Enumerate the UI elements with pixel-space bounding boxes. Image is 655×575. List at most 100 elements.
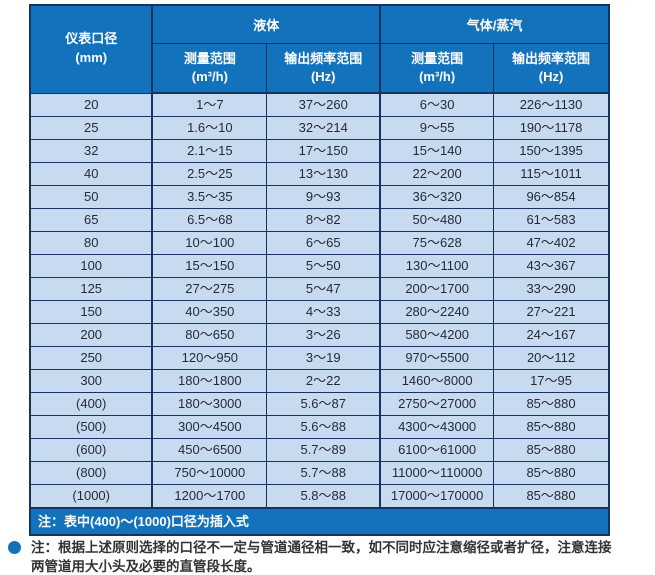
value-cell: 3～19 <box>266 346 381 370</box>
value-cell: 17～95 <box>493 369 610 393</box>
value-cell: 3.5～35 <box>151 185 268 209</box>
value-cell: 6～65 <box>266 231 381 255</box>
value-cell: 85～880 <box>493 461 610 485</box>
value-cell: 3～26 <box>266 323 381 347</box>
diameter-cell: (1000) <box>29 484 153 509</box>
table-row: 300 180～1800 2～22 1460～8000 17～95 <box>29 369 610 393</box>
value-cell: 22～200 <box>379 162 495 186</box>
value-cell: 17～150 <box>266 139 381 163</box>
table-row: 25 1.6～10 32～214 9～55 190～1178 <box>29 116 610 140</box>
diameter-cell: 100 <box>29 254 153 278</box>
diameter-cell: 25 <box>29 116 153 140</box>
table-row: 80 10～100 6～65 75～628 47～402 <box>29 231 610 255</box>
value-cell: 5～50 <box>266 254 381 278</box>
subheader-liquid-range: 测量范围 (m³/h) <box>151 42 268 94</box>
table-row: 100 15～150 5～50 130～1100 43～367 <box>29 254 610 278</box>
flow-range-table: 仪表口径 (mm) 液体 气体/蒸汽 测量范围 (m³/h) 输出频率范围 (H… <box>29 4 610 536</box>
table-footer: 注：表中(400)～(1000)口径为插入式 <box>29 507 610 536</box>
value-cell: 15～140 <box>379 139 495 163</box>
subheader-liquid-frequency: 输出频率范围 (Hz) <box>266 42 381 94</box>
table-row: (500) 300～4500 5.6～88 4300～43000 85～880 <box>29 415 610 439</box>
value-cell: 450～6500 <box>151 438 268 462</box>
subheader-unit: (Hz) <box>310 69 336 85</box>
diameter-header: 仪表口径 (mm) <box>29 4 153 94</box>
value-cell: 27～275 <box>151 277 268 301</box>
value-cell: 6.5～68 <box>151 208 268 232</box>
value-cell: 27～221 <box>493 300 610 324</box>
table-body: 20 1～7 37～260 6～30 226～1130 25 1.6～10 32～214 9～5… <box>29 92 610 509</box>
table-row: 20 1～7 37～260 6～30 226～1130 <box>29 92 610 117</box>
value-cell: 80～650 <box>151 323 268 347</box>
value-cell: 115～1011 <box>493 162 610 186</box>
value-cell: 300～4500 <box>151 415 268 439</box>
value-cell: 85～880 <box>493 415 610 439</box>
table-row: 150 40～350 4～33 280～2240 27～221 <box>29 300 610 324</box>
value-cell: 61～583 <box>493 208 610 232</box>
diameter-cell: 200 <box>29 323 153 347</box>
bottom-note-text: 注：根据上述原则选择的口径不一定与管道通径相一致，如不同时应注意缩径或者扩径，注… <box>31 538 612 575</box>
table-row: 125 27～275 5～47 200～1700 33～290 <box>29 277 610 301</box>
diameter-cell: 300 <box>29 369 153 393</box>
bottom-note-line-2: 两管道用大小头及必要的直管段长度。 <box>31 559 261 575</box>
subheader-label: 测量范围 <box>183 50 236 66</box>
value-cell: 8～82 <box>266 208 381 232</box>
table-row: 65 6.5～68 8～82 50～480 61～583 <box>29 208 610 232</box>
value-cell: 6～30 <box>379 92 495 117</box>
value-cell: 2750～27000 <box>379 392 495 416</box>
value-cell: 5.7～88 <box>266 461 381 485</box>
value-cell: 9～55 <box>379 116 495 140</box>
value-cell: 37～260 <box>266 92 381 117</box>
value-cell: 50～480 <box>379 208 495 232</box>
value-cell: 10～100 <box>151 231 268 255</box>
value-cell: 2.1～15 <box>151 139 268 163</box>
value-cell: 36～320 <box>379 185 495 209</box>
value-cell: 9～93 <box>266 185 381 209</box>
table-row: 250 120～950 3～19 970～5500 20～112 <box>29 346 610 370</box>
value-cell: 120～950 <box>151 346 268 370</box>
table-row: 50 3.5～35 9～93 36～320 96～854 <box>29 185 610 209</box>
value-cell: 32～214 <box>266 116 381 140</box>
group-header-liquid: 液体 <box>151 4 381 44</box>
bottom-note: 注：根据上述原则选择的口径不一定与管道通径相一致，如不同时应注意缩径或者扩径，注… <box>8 538 650 575</box>
diameter-cell: 50 <box>29 185 153 209</box>
bullet-icon <box>8 541 21 554</box>
value-cell: 43～367 <box>493 254 610 278</box>
value-cell: 180～3000 <box>151 392 268 416</box>
table-row: (600) 450～6500 5.7～89 6100～61000 85～880 <box>29 438 610 462</box>
value-cell: 85～880 <box>493 484 610 509</box>
value-cell: 2～22 <box>266 369 381 393</box>
value-cell: 96～854 <box>493 185 610 209</box>
table-row: (1000) 1200～1700 5.8～88 17000～170000 85～880 <box>29 484 610 509</box>
diameter-cell: (600) <box>29 438 153 462</box>
value-cell: 970～5500 <box>379 346 495 370</box>
value-cell: 180～1800 <box>151 369 268 393</box>
diameter-cell: 40 <box>29 162 153 186</box>
value-cell: 2.5～25 <box>151 162 268 186</box>
diameter-cell: 80 <box>29 231 153 255</box>
table-row: (400) 180～3000 5.6～87 2750～27000 85～880 <box>29 392 610 416</box>
value-cell: 1～7 <box>151 92 268 117</box>
diameter-cell: (400) <box>29 392 153 416</box>
subheader-unit: (m³/h) <box>419 69 456 85</box>
diameter-header-unit: (mm) <box>75 50 108 66</box>
value-cell: 226～1130 <box>493 92 610 117</box>
value-cell: 580～4200 <box>379 323 495 347</box>
value-cell: 5.8～88 <box>266 484 381 509</box>
value-cell: 4300～43000 <box>379 415 495 439</box>
value-cell: 17000～170000 <box>379 484 495 509</box>
value-cell: 6100～61000 <box>379 438 495 462</box>
diameter-cell: 32 <box>29 139 153 163</box>
table-header: 仪表口径 (mm) 液体 气体/蒸汽 测量范围 (m³/h) 输出频率范围 (H… <box>29 4 610 94</box>
value-cell: 24～167 <box>493 323 610 347</box>
value-cell: 33～290 <box>493 277 610 301</box>
table-footer-note: 注：表中(400)～(1000)口径为插入式 <box>29 507 610 536</box>
value-cell: 5.6～88 <box>266 415 381 439</box>
value-cell: 200～1700 <box>379 277 495 301</box>
value-cell: 47～402 <box>493 231 610 255</box>
value-cell: 75～628 <box>379 231 495 255</box>
value-cell: 4～33 <box>266 300 381 324</box>
diameter-header-title: 仪表口径 <box>65 31 118 47</box>
diameter-cell: 250 <box>29 346 153 370</box>
value-cell: 190～1178 <box>493 116 610 140</box>
